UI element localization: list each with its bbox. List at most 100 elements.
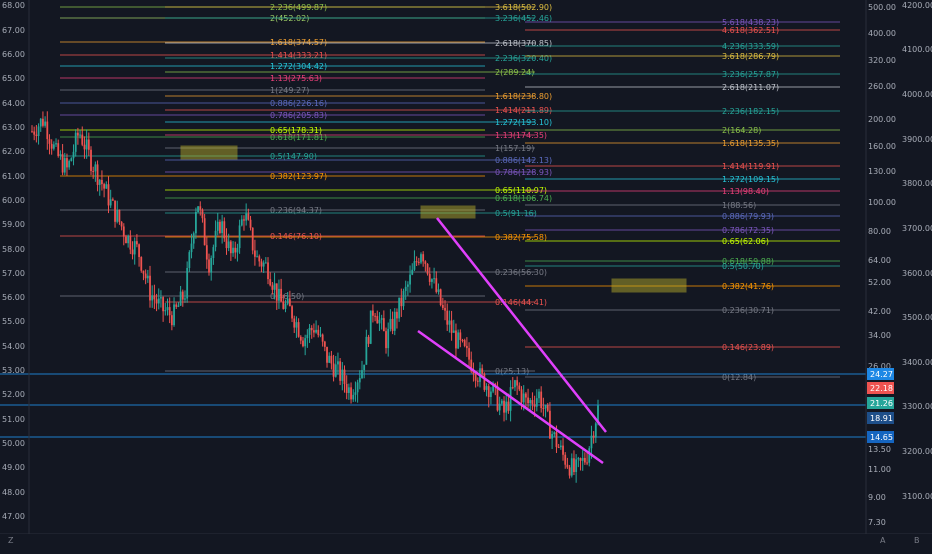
candle-body	[61, 154, 64, 173]
horizontal-lines-layer	[0, 373, 866, 438]
candle-body	[188, 252, 191, 269]
candle-body	[323, 341, 326, 347]
b-toggle[interactable]: B	[914, 536, 920, 545]
candle-body	[260, 261, 263, 267]
candle-body	[476, 380, 479, 382]
candle-body	[518, 385, 521, 390]
candle-body	[46, 121, 49, 140]
candle-body	[343, 369, 346, 384]
candle-body	[293, 318, 296, 328]
candle-body	[363, 364, 366, 371]
candle-body	[511, 387, 514, 389]
candle-body	[72, 151, 75, 159]
candle-body	[254, 250, 256, 257]
candle-body	[455, 330, 457, 349]
candle-body	[573, 458, 575, 473]
candle-body	[59, 154, 62, 156]
candle-body	[96, 164, 99, 185]
candle-body	[380, 318, 383, 320]
candle-body	[170, 315, 173, 326]
candle-body	[273, 283, 276, 290]
candle-body	[352, 394, 355, 400]
mid-axis-tick: 130.00	[868, 167, 896, 176]
highlight-box	[611, 278, 687, 293]
candle-body	[422, 254, 425, 262]
fib-level-label: 0.65(110.97)	[495, 186, 547, 195]
candle-body	[426, 263, 429, 274]
fib-level-label: 1.414(211.89)	[495, 106, 552, 115]
candle-body	[304, 338, 307, 347]
candle-body	[358, 378, 361, 383]
z-toggle[interactable]: Z	[8, 536, 14, 545]
candle-body	[87, 139, 90, 150]
mid-axis-tick: 160.00	[868, 142, 896, 151]
candle-body	[138, 244, 140, 258]
candle-body	[487, 386, 490, 398]
candle-body	[433, 278, 436, 280]
candle-body	[570, 458, 573, 476]
candle-body	[350, 387, 352, 400]
right-axis-tick: 4000.00	[902, 90, 932, 99]
right-axis-tick: 3600.00	[902, 269, 932, 278]
fib-level-label: 3.236(452.46)	[495, 14, 552, 23]
mid-axis-tick: 13.50	[868, 445, 891, 454]
candle-body	[57, 143, 60, 156]
mid-axis-tick: 52.00	[868, 278, 891, 287]
candle-body	[524, 393, 527, 398]
fib-level-label: 5.618(438.23)	[722, 18, 779, 27]
fib-level-label: 2.618(370.85)	[495, 39, 552, 48]
left-axis-tick: 49.00	[2, 463, 25, 472]
candle-body	[190, 243, 193, 253]
candle-body	[557, 447, 560, 449]
fib-level-label: 0.886(142.13)	[495, 156, 552, 165]
left-axis-tick: 47.00	[2, 512, 25, 521]
candle-body	[219, 221, 221, 233]
fib-level-label: 0(46.50)	[270, 292, 304, 301]
left-axis-tick: 63.00	[2, 123, 25, 132]
candle-body	[514, 380, 516, 388]
candle-body	[503, 400, 505, 413]
candle-body	[291, 306, 293, 319]
candle-body	[378, 319, 381, 324]
candle-body	[321, 334, 324, 342]
fib-level-label: 3.618(502.90)	[495, 3, 552, 12]
candle-body	[498, 403, 501, 411]
fib-level-label: 0.236(56.30)	[495, 268, 547, 277]
candle-body	[271, 285, 274, 290]
candle-body	[581, 457, 584, 461]
candle-body	[592, 435, 595, 438]
candle-body	[361, 370, 363, 379]
candle-body	[269, 279, 272, 286]
candle-body	[83, 144, 86, 150]
candle-body	[507, 401, 510, 411]
candle-body	[404, 286, 407, 291]
candle-body	[177, 305, 180, 307]
candle-body	[496, 386, 499, 411]
fib-level-label: 1(157.19)	[495, 144, 534, 153]
candle-body	[212, 247, 215, 259]
candle-body	[146, 275, 149, 279]
candle-body	[448, 320, 451, 325]
price-tag-bg	[867, 368, 894, 380]
candle-body	[319, 334, 322, 336]
left-axis-tick: 61.00	[2, 172, 25, 181]
candle-body	[157, 298, 160, 304]
candle-body	[229, 241, 232, 254]
candle-body	[463, 340, 466, 346]
left-axis-tick: 58.00	[2, 245, 25, 254]
fib-level-label: 0.618(106.74)	[495, 194, 552, 203]
candle-body	[118, 209, 121, 222]
candle-body	[94, 164, 97, 172]
candle-body	[175, 304, 178, 307]
candle-body	[164, 310, 167, 312]
mid-axis-tick: 7.30	[868, 518, 886, 527]
a-toggle[interactable]: A	[880, 536, 886, 545]
candle-body	[223, 221, 226, 239]
candle-body	[382, 318, 385, 332]
highlight-box	[420, 205, 476, 219]
candle-body	[474, 374, 477, 381]
candle-body	[555, 432, 558, 448]
candle-body	[406, 284, 409, 287]
